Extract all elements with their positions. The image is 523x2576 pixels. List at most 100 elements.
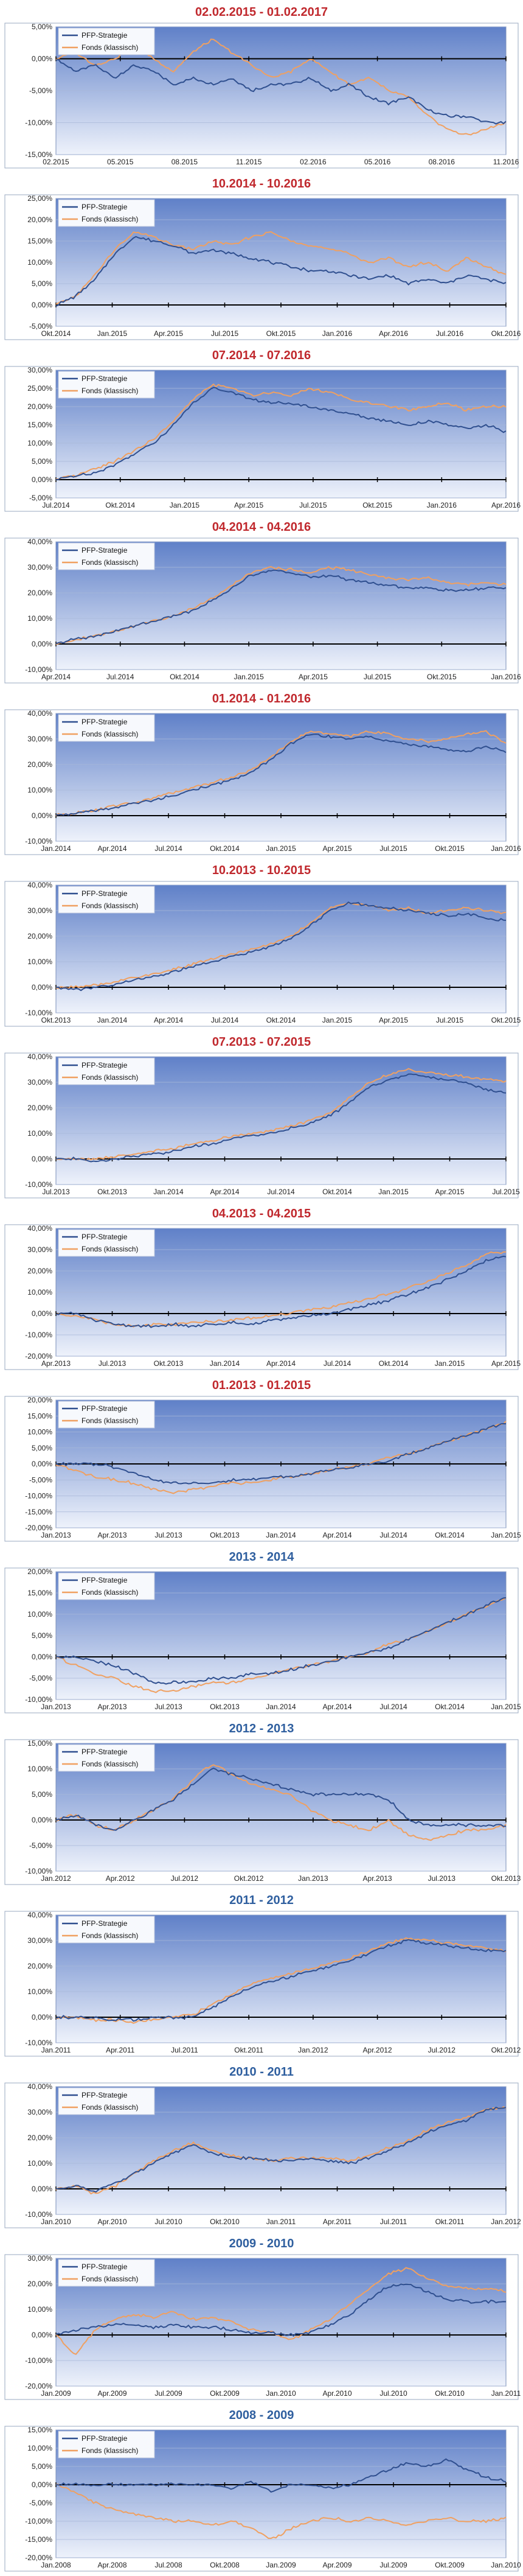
chart-panel: 01.2014 - 01.2016 40,00% 30,00% 20,00% 10,00…	[0, 687, 523, 858]
x-tick-label: Okt.2011	[435, 2217, 465, 2226]
legend-label-strategy: PFP-Strategie	[81, 1576, 128, 1584]
chart-title: 2009 - 2010	[229, 2237, 294, 2250]
x-tick-label: Jan.2011	[266, 2217, 296, 2226]
y-tick-label: -10,00%	[25, 1009, 52, 1017]
y-tick-label: 0,00%	[32, 475, 52, 484]
x-tick-label: Apr.2014	[210, 1188, 239, 1196]
y-tick-label: -10,00%	[25, 837, 52, 845]
series-line-strategy	[55, 1597, 507, 1685]
series-line-fund	[55, 2267, 507, 2355]
legend-label-fund: Fonds (klassisch)	[81, 1760, 138, 1768]
y-tick-label: 15,00%	[27, 421, 52, 429]
legend-label-strategy: PFP-Strategie	[81, 31, 128, 40]
x-tick-label: Okt.2012	[491, 2046, 521, 2054]
x-tick-label: Okt.2014	[41, 329, 71, 338]
y-tick-label: -5,00%	[29, 494, 52, 502]
y-tick-label: -20,00%	[25, 2382, 52, 2390]
chart-title: 04.2014 - 04.2016	[212, 520, 311, 534]
x-tick-label: Jan.2014	[97, 1016, 128, 1024]
legend-label-strategy: PFP-Strategie	[81, 1233, 128, 1241]
x-tick-label: Apr.2016	[491, 501, 521, 509]
y-tick-label: 10,00%	[27, 2444, 52, 2452]
x-tick-label: Apr.2014	[41, 673, 71, 681]
x-tick-label: Apr.2014	[154, 1016, 183, 1024]
x-tick-label: Apr.2014	[266, 1359, 296, 1368]
x-tick-label: Jan.2013	[298, 1874, 328, 1883]
y-tick-label: 25,00%	[27, 384, 52, 393]
x-tick-label: Jan.2015	[322, 1016, 353, 1024]
y-tick-label: 0,00%	[32, 640, 52, 648]
x-tick-label: Jul.2014	[106, 673, 134, 681]
x-tick-label: Jul.2013	[99, 1359, 126, 1368]
series-line-strategy	[55, 733, 507, 816]
y-tick-label: -5,00%	[29, 322, 52, 331]
x-tick-label: Okt.2013	[154, 1359, 184, 1368]
chart-title: 2011 - 2012	[229, 1894, 294, 1907]
x-tick-label: 05.2016	[364, 158, 391, 166]
x-tick-label: Jul.2013	[154, 1703, 182, 1711]
y-tick-label: -10,00%	[25, 119, 52, 127]
x-tick-label: Jan.2015	[491, 1703, 521, 1711]
y-tick-label: 15,00%	[27, 237, 52, 245]
x-tick-label: 11.2015	[236, 158, 262, 166]
y-tick-label: 40,00%	[27, 537, 52, 546]
chart-svg: 2013 - 2014 20,00% 15,00% 10,00% 5,00% 0,00% -…	[4, 1550, 521, 1713]
chart-title: 01.2014 - 01.2016	[212, 692, 311, 705]
x-tick-label: Jul.2014	[42, 501, 70, 509]
x-tick-label: Jan.2010	[266, 2389, 296, 2398]
x-tick-label: Okt.2009	[210, 2389, 240, 2398]
chart-panel: 02.02.2015 - 01.02.2017 5,00% 0,00% -5,00% -…	[0, 0, 523, 172]
y-tick-label: 0,00%	[32, 1155, 52, 1163]
x-tick-label: Okt.2010	[435, 2389, 465, 2398]
legend-label-fund: Fonds (klassisch)	[81, 2275, 138, 2283]
x-tick-label: Apr.2014	[322, 1703, 352, 1711]
x-tick-label: Jul.2016	[436, 329, 464, 338]
legend: PFP-Strategie Fonds (klassisch)	[58, 714, 155, 742]
legend-label-fund: Fonds (klassisch)	[81, 1416, 138, 1425]
x-tick-label: Jul.2014	[211, 1016, 239, 1024]
legend-label-strategy: PFP-Strategie	[81, 374, 128, 383]
x-tick-label: Jan.2011	[41, 2046, 71, 2054]
legend: PFP-Strategie Fonds (klassisch)	[58, 199, 155, 227]
y-tick-label: 0,00%	[32, 1309, 52, 1318]
y-tick-label: -20,00%	[25, 1352, 52, 1360]
x-tick-label: Apr.2013	[41, 1359, 71, 1368]
series-line-strategy	[55, 2458, 507, 2493]
series-line-fund	[55, 1764, 507, 1841]
legend-label-fund: Fonds (klassisch)	[81, 1073, 138, 1082]
x-tick-label: Jul.2015	[436, 1016, 464, 1024]
x-tick-label: Jan.2015	[266, 844, 296, 853]
y-tick-label: 20,00%	[27, 1567, 52, 1576]
series-line-fund	[55, 901, 507, 990]
chart-title: 10.2013 - 10.2015	[212, 864, 311, 877]
legend-box	[58, 542, 155, 570]
y-tick-label: 30,00%	[27, 1245, 52, 1254]
x-tick-label: 05.2015	[107, 158, 134, 166]
legend-box	[58, 1229, 155, 1257]
legend-box	[58, 199, 155, 227]
x-tick-label: Jul.2014	[267, 1188, 295, 1196]
y-tick-label: -10,00%	[25, 1867, 52, 1875]
series-line-fund	[55, 231, 507, 305]
x-tick-label: Apr.2016	[379, 329, 408, 338]
y-tick-label: 0,00%	[32, 1816, 52, 1824]
legend-label-strategy: PFP-Strategie	[81, 1748, 128, 1756]
x-tick-label: Jan.2009	[266, 2561, 296, 2569]
y-tick-label: 30,00%	[27, 1078, 52, 1087]
legend-box	[58, 371, 155, 399]
x-tick-label: Apr.2013	[363, 1874, 392, 1883]
x-tick-label: Jan.2014	[210, 1359, 240, 1368]
x-tick-label: Jul.2015	[211, 329, 239, 338]
y-tick-label: -10,00%	[25, 2039, 52, 2047]
legend-label-fund: Fonds (klassisch)	[81, 558, 138, 567]
x-tick-label: Jul.2009	[379, 2561, 407, 2569]
legend: PFP-Strategie Fonds (klassisch)	[58, 371, 155, 399]
y-tick-label: -20,00%	[25, 1524, 52, 1532]
y-tick-label: 10,00%	[27, 1129, 52, 1138]
x-tick-label: Okt.2015	[427, 673, 457, 681]
series-line-fund	[55, 1597, 507, 1693]
x-tick-label: Jan.2009	[41, 2389, 71, 2398]
legend-box	[58, 1401, 155, 1429]
x-tick-label: Apr.2009	[97, 2389, 126, 2398]
series-line-strategy	[55, 236, 507, 307]
